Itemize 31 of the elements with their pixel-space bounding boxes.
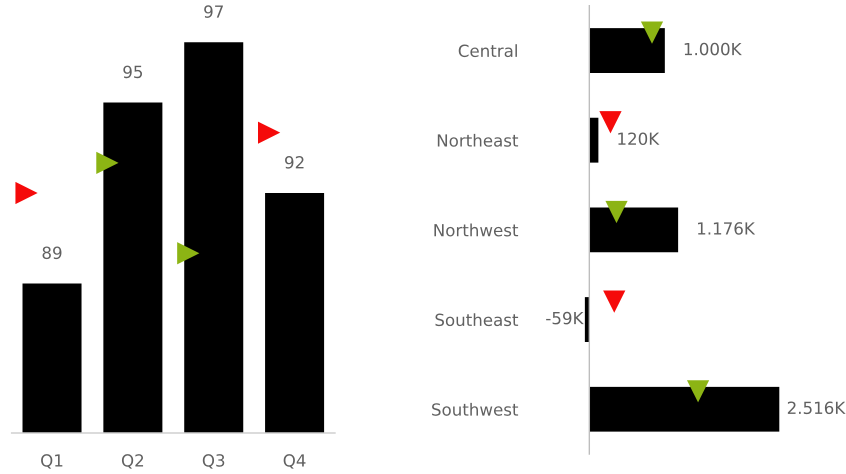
bar xyxy=(589,207,678,252)
point xyxy=(605,200,628,224)
data-label: 1.000K xyxy=(684,42,742,56)
y-tick-label: Southeast xyxy=(435,313,518,326)
point xyxy=(686,380,710,402)
point xyxy=(15,182,38,204)
y-tick-label: Central xyxy=(458,44,517,58)
bar xyxy=(589,28,665,73)
data-label: -59K xyxy=(546,312,584,324)
data-label: 97 xyxy=(204,5,223,18)
x-tick-label: Q3 xyxy=(202,454,224,469)
data-label: 92 xyxy=(285,156,304,169)
x-tick-label: Q2 xyxy=(122,454,144,469)
x-tick-label: Q4 xyxy=(284,454,306,469)
data-label: 120K xyxy=(618,132,660,146)
y-tick-label: Northwest xyxy=(434,224,518,236)
point xyxy=(599,111,622,134)
point xyxy=(603,290,626,313)
point xyxy=(640,21,664,44)
point xyxy=(258,122,280,144)
y-tick-label: Northeast xyxy=(438,134,518,147)
data-label: 95 xyxy=(123,66,142,78)
bar xyxy=(589,118,598,163)
bar xyxy=(589,386,780,432)
point xyxy=(96,152,119,174)
data-label: 1.176K xyxy=(698,222,756,235)
data-label: 89 xyxy=(42,246,62,260)
point xyxy=(177,242,200,264)
y-tick-label: Southwest xyxy=(432,402,518,416)
x-tick-label: Q1 xyxy=(41,454,62,469)
data-label: 2.516K xyxy=(788,401,846,414)
